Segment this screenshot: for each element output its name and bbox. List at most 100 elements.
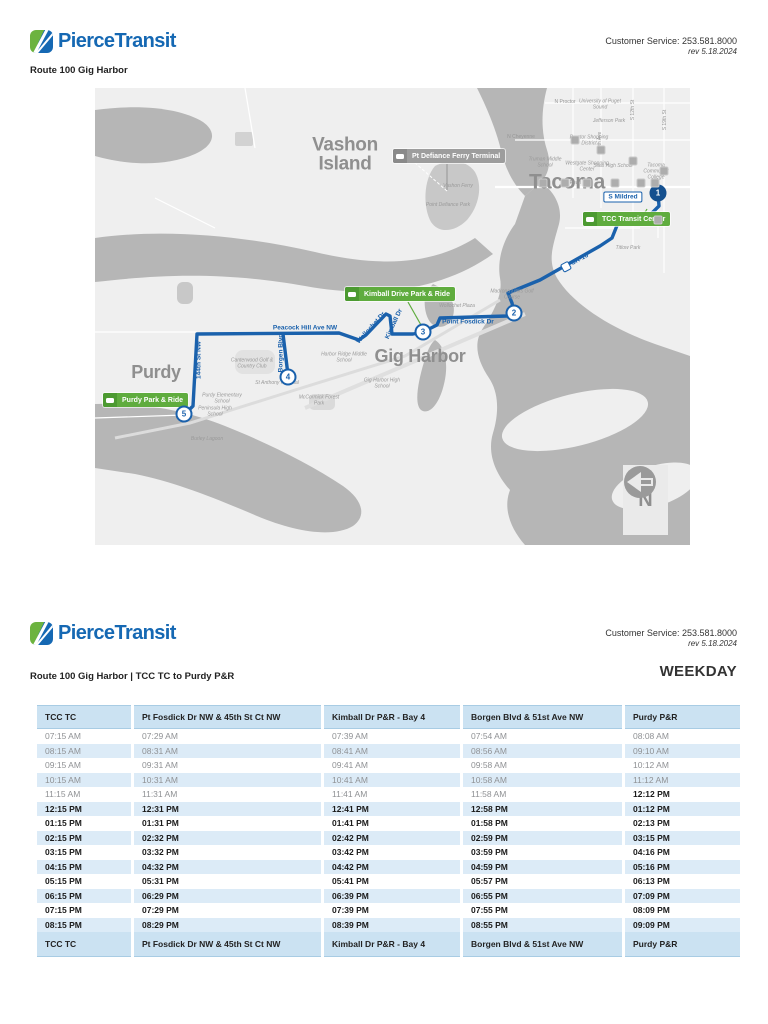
time-cell: 12:12 PM	[633, 789, 670, 800]
compass: N	[623, 465, 668, 535]
time-cell: 07:15 AM	[45, 731, 81, 742]
page1-header: PierceTransit	[30, 30, 176, 53]
time-cell: 03:15 PM	[45, 847, 82, 858]
time-cell: 08:55 PM	[463, 917, 622, 932]
time-cell: 11:12 AM	[625, 772, 740, 787]
time-cell: 04:16 PM	[633, 847, 670, 858]
page2-header: PierceTransit	[30, 622, 176, 645]
map-landmark-label: Purdy Elementary School	[202, 392, 242, 404]
time-cell: 01:31 PM	[142, 818, 179, 829]
time-cell: 07:55 PM	[471, 905, 508, 916]
map-route-street-label: Borgen Blvd	[277, 333, 285, 373]
time-cell: 03:32 PM	[142, 847, 179, 858]
map-landmark-label: McCormick Forest Park	[298, 394, 340, 406]
time-cell: 08:56 AM	[463, 743, 622, 758]
stop-flag-label: Pt Defiance Ferry Terminal	[412, 152, 501, 160]
map-landmark-label: Westgate Shopping Center	[565, 160, 609, 172]
time-cell: 04:42 PM	[324, 859, 460, 874]
stop-flag-label: TCC Transit Center	[602, 215, 666, 223]
map-city-label: Purdy	[131, 361, 181, 382]
timepoint-marker-3: 3	[414, 323, 432, 341]
time-cell: 07:29 AM	[142, 731, 178, 742]
time-cell: 12:15 PM	[37, 801, 131, 816]
route-title: Route 100 Gig Harbor	[30, 65, 128, 76]
time-cell: 07:09 PM	[625, 888, 740, 903]
map-city-label: Gig Harbor	[374, 345, 466, 366]
schedule-trip-row: 01:15 PM 01:31 PM 01:41 PM 01:58 PM 02:13 PM	[37, 816, 740, 831]
timepoint-marker-5: 5	[175, 405, 193, 423]
map-street-name: N Cheyenne	[507, 134, 535, 141]
map-landmark-label: Tacoma Community College	[643, 162, 669, 180]
map-landmark-label: Proctor Shopping District	[569, 134, 609, 146]
timepoint-header-cell: Pt Fosdick Dr NW & 45th St Ct NW	[134, 932, 321, 957]
schedule-footer: TCC TC Pt Fosdick Dr NW & 45th St Ct NW Ki…	[37, 932, 740, 957]
time-cell: 06:13 PM	[633, 876, 670, 887]
time-cell: 04:59 PM	[463, 859, 622, 874]
map-route-street-label: Point Fosdick Dr	[442, 318, 494, 326]
map-street-name: N Proctor	[554, 99, 576, 106]
pierce-transit-logo-text: PierceTransit	[58, 30, 176, 52]
time-cell: 08:41 AM	[324, 743, 460, 758]
timepoint-marker-4: 4	[279, 368, 297, 386]
time-cell: 07:39 AM	[332, 731, 368, 742]
route-number-shield	[628, 156, 638, 166]
time-cell: 05:57 PM	[471, 876, 508, 887]
schedule-body: 07:15 AM 07:29 AM 07:39 AM 07:54 AM 08:08 AM…	[37, 729, 740, 932]
time-cell: 05:16 PM	[625, 859, 740, 874]
time-cell: 02:42 PM	[324, 830, 460, 845]
time-cell: 07:29 PM	[142, 905, 179, 916]
map-route-street-label: SR-16	[559, 251, 590, 273]
route-number-shield	[653, 215, 663, 225]
revision-text: rev 5.18.2024	[688, 47, 737, 57]
bus-icon	[103, 393, 117, 407]
page2-contact: Customer Service: 253.581.8000 rev 5.18.…	[605, 627, 737, 650]
route-number-shield	[582, 178, 592, 188]
route-number-shield	[650, 178, 660, 188]
time-cell: 01:58 PM	[471, 818, 508, 829]
time-cell: 10:41 AM	[324, 772, 460, 787]
time-cell: 02:13 PM	[633, 818, 670, 829]
schedule-trip-row: 12:15 PM 12:31 PM 12:41 PM 12:58 PM 01:12 PM	[37, 801, 740, 816]
timepoint-header-cell: Kimball Dr P&R - Bay 4	[324, 705, 460, 729]
schedule-trip-row: 02:15 PM 02:32 PM 02:42 PM 02:59 PM 03:15 PM	[37, 830, 740, 845]
map-landmark-label: Madrona Links Golf Course	[490, 288, 534, 300]
customer-service-text-2: Customer Service: 253.581.8000	[605, 628, 737, 638]
map-landmark-label: Peninsula High School	[198, 405, 232, 417]
pierce-transit-logo-2: PierceTransit	[30, 622, 176, 645]
time-cell: 06:29 PM	[134, 888, 321, 903]
map-landmark-label: Harbor Ridge Middle School	[321, 351, 367, 363]
schedule-trip-row: 08:15 PM 08:29 PM 08:39 PM 08:55 PM 09:09 PM	[37, 917, 740, 932]
route-number-shield	[659, 166, 669, 176]
schedule-trip-row: 07:15 PM 07:29 PM 07:39 PM 07:55 PM 08:09 PM	[37, 903, 740, 918]
time-cell: 02:15 PM	[37, 830, 131, 845]
map-route-street-label: Kimball Dr	[383, 307, 405, 341]
schedule-trip-row: 11:15 AM 11:31 AM 11:41 AM 11:58 AM 12:12 PM	[37, 787, 740, 802]
map-landmark-label: Wollochet Plaza	[439, 303, 475, 310]
stop-flag-label: Purdy Park & Ride	[122, 396, 184, 404]
time-cell: 08:08 AM	[633, 731, 669, 742]
time-cell: 06:55 PM	[463, 888, 622, 903]
route-map: Vashon IslandTacomaGig HarborPurdyUniver…	[95, 88, 690, 545]
map-street-name: N Pearl	[564, 180, 582, 187]
schedule-trip-row: 07:15 AM 07:29 AM 07:39 AM 07:54 AM 08:08 AM	[37, 729, 740, 744]
pierce-transit-logo: PierceTransit	[30, 30, 176, 53]
schedule-trip-row: 06:15 PM 06:29 PM 06:39 PM 06:55 PM 07:09 PM	[37, 888, 740, 903]
stop-flag: TCC Transit Center	[583, 212, 671, 226]
time-cell: 11:41 AM	[332, 789, 368, 800]
map-landmark-label: St Anthony Hospital	[255, 380, 299, 387]
map-landmark-label: University of Puget Sound	[579, 98, 621, 110]
timepoint-header-cell: Purdy P&R	[625, 705, 740, 729]
time-cell: 11:58 AM	[471, 789, 507, 800]
page1-contact: Customer Service: 253.581.8000 rev 5.18.…	[605, 35, 737, 58]
time-cell: 01:15 PM	[45, 818, 82, 829]
route-number-shield	[636, 178, 646, 188]
time-cell: 10:58 AM	[463, 772, 622, 787]
timepoint-header-cell: Borgen Blvd & 51st Ave NW	[463, 705, 622, 729]
route-number-shield	[538, 178, 548, 188]
schedule-trip-row: 10:15 AM 10:31 AM 10:41 AM 10:58 AM 11:12 AM	[37, 772, 740, 787]
map-route-street-label: Peacock Hill Ave NW	[272, 324, 338, 332]
timepoint-header-cell: Kimball Dr P&R - Bay 4	[324, 932, 460, 957]
time-cell: 07:15 PM	[45, 905, 82, 916]
time-cell: 12:58 PM	[463, 801, 622, 816]
time-cell: 10:15 AM	[37, 772, 131, 787]
